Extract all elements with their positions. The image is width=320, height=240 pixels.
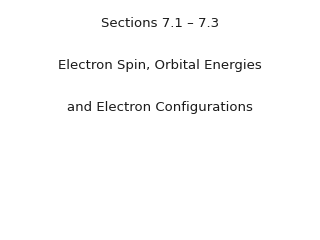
Text: and Electron Configurations: and Electron Configurations: [67, 101, 253, 114]
Text: Sections 7.1 – 7.3: Sections 7.1 – 7.3: [101, 17, 219, 30]
Text: Electron Spin, Orbital Energies: Electron Spin, Orbital Energies: [58, 59, 262, 72]
